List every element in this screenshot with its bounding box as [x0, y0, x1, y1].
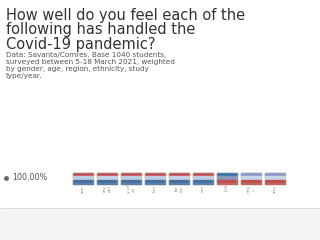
Text: for
ion: for ion — [175, 185, 183, 192]
Bar — [241, 176, 261, 180]
Text: 100.00%: 100.00% — [12, 174, 47, 182]
Bar — [169, 176, 189, 180]
Circle shape — [197, 219, 199, 221]
Bar — [217, 180, 237, 184]
Circle shape — [246, 223, 248, 225]
Bar — [193, 173, 213, 176]
Text: type/year.: type/year. — [6, 73, 43, 79]
Bar — [73, 176, 93, 180]
Bar — [121, 176, 141, 180]
Text: lor): lor) — [153, 185, 157, 192]
Bar — [73, 173, 93, 184]
Text: by gender, age, region, ethnicity, study: by gender, age, region, ethnicity, study — [6, 66, 149, 72]
Bar — [169, 173, 189, 176]
Text: How well do you feel each of the: How well do you feel each of the — [6, 8, 245, 23]
Text: following has handled the: following has handled the — [6, 22, 196, 37]
Bar — [169, 180, 189, 184]
Bar — [265, 176, 285, 180]
Bar — [121, 173, 141, 176]
Bar — [265, 180, 285, 184]
Bar — [265, 173, 285, 184]
Bar — [241, 173, 261, 184]
Bar — [193, 180, 213, 184]
Text: surveyed between 5-18 March 2021, weighted: surveyed between 5-18 March 2021, weight… — [6, 59, 175, 65]
Circle shape — [197, 227, 199, 229]
Bar — [97, 180, 117, 184]
Bar — [265, 173, 285, 176]
Bar — [121, 180, 141, 184]
Text: y of
.ai.: y of .ai. — [127, 185, 135, 193]
Bar — [193, 173, 213, 184]
Bar — [73, 180, 93, 184]
Text: Data: Savanta/Comres. Base 1040 students,: Data: Savanta/Comres. Base 1040 students… — [6, 52, 166, 58]
Text: son: son — [81, 185, 85, 193]
Bar — [97, 173, 117, 176]
Text: Covid-19 pandemic?: Covid-19 pandemic? — [6, 37, 156, 52]
Circle shape — [240, 223, 242, 225]
Bar — [241, 180, 261, 184]
Circle shape — [207, 223, 209, 225]
Bar — [145, 180, 165, 184]
Bar — [121, 173, 141, 184]
Bar — [97, 173, 117, 184]
Text: ent: ent — [201, 185, 205, 192]
Text: ary
on): ary on) — [103, 185, 111, 192]
Text: JHS: JHS — [225, 185, 229, 192]
Bar — [145, 173, 165, 184]
Bar — [241, 173, 261, 176]
Bar — [73, 173, 93, 176]
Bar — [145, 173, 165, 176]
Bar — [217, 176, 237, 180]
Text: nity
.i.: nity .i. — [247, 185, 255, 193]
Bar — [145, 176, 165, 180]
Text: sity: sity — [273, 185, 277, 193]
Bar — [217, 173, 237, 176]
Bar — [169, 173, 189, 184]
Bar — [193, 176, 213, 180]
Bar — [217, 173, 237, 184]
Circle shape — [234, 223, 236, 225]
Bar — [97, 176, 117, 180]
